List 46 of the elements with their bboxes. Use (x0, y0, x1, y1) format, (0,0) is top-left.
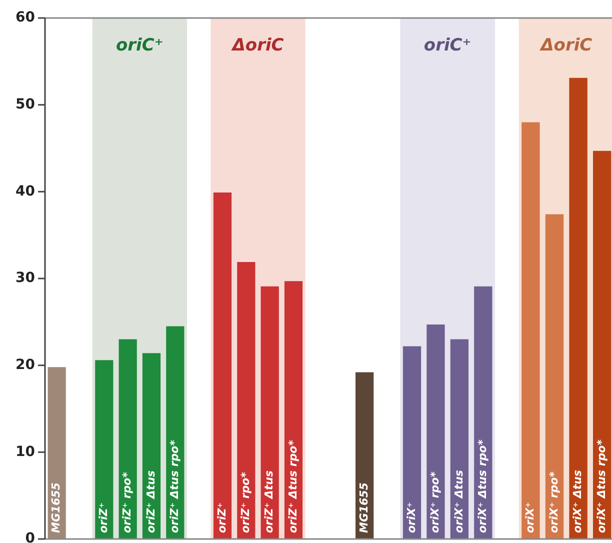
bar (426, 324, 445, 539)
band-label: ΔoriC (230, 35, 284, 56)
bar (48, 367, 66, 539)
bar (284, 281, 303, 539)
bar (402, 346, 422, 539)
bar (474, 286, 492, 539)
x-tick-label: oriX⁺ Δtus rpo* (594, 439, 608, 533)
band-label: oriC⁺ (116, 35, 164, 56)
bar (142, 353, 161, 539)
y-tick-label: 40 (16, 183, 36, 200)
x-tick-label: oriX⁺ Δtus (571, 470, 584, 533)
bar (118, 339, 137, 539)
x-tick-label: oriZ⁺ (97, 502, 110, 533)
x-tick-label: oriZ⁺ (215, 502, 228, 533)
y-tick-label: 30 (16, 270, 36, 286)
y-tick-label: 0 (25, 530, 36, 543)
bar (237, 262, 256, 539)
x-tick-label: oriZ⁺ Δtus (262, 470, 276, 533)
bar (95, 360, 114, 539)
bar (450, 339, 468, 539)
bar (260, 286, 279, 539)
y-tick-label: 10 (16, 444, 36, 460)
x-tick-label: MG1655 (50, 482, 63, 533)
bar (569, 78, 588, 539)
x-tick-label: oriZ⁺ Δtus (144, 470, 158, 533)
x-tick-label: oriZ⁺ rpo* (239, 472, 252, 533)
y-tick-label: 60 (16, 10, 36, 26)
band-label: oriC⁺ (424, 35, 472, 56)
x-tick-label: oriX⁺ Δtus rpo* (476, 439, 489, 533)
bar (522, 122, 540, 539)
bar (356, 372, 374, 539)
x-tick-label: oriX⁺ Δtus (452, 470, 466, 533)
bar (545, 214, 564, 539)
y-tick-label: 50 (16, 96, 36, 112)
x-tick-label: oriX⁺ rpo* (547, 471, 560, 533)
x-tick-label: oriX⁺ rpo* (428, 471, 442, 533)
x-tick-label: MG1655 (357, 482, 370, 533)
x-tick-label: oriZ⁺ Δtus rpo* (286, 440, 300, 533)
x-tick-label: oriX⁺ (404, 502, 418, 533)
x-tick-label: oriZ⁺ Δtus rpo* (168, 440, 182, 533)
bar (213, 192, 232, 539)
x-tick-label: oriX⁺ (524, 502, 537, 533)
y-tick-label: 20 (16, 356, 36, 373)
band-label: ΔoriC (538, 35, 593, 56)
x-tick-label: oriZ⁺ rpo* (120, 472, 134, 533)
bar (592, 150, 612, 539)
